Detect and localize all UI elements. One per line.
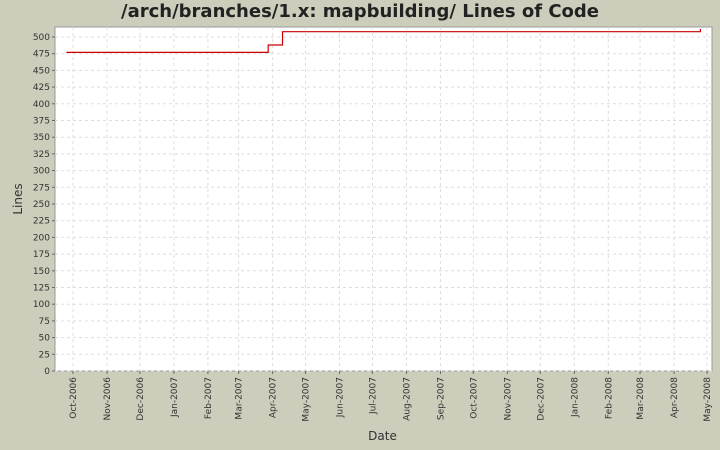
x-tick-label: Jan-2008 bbox=[570, 377, 580, 418]
y-tick-label: 375 bbox=[33, 117, 50, 127]
y-tick-label: 400 bbox=[33, 100, 50, 110]
x-tick-label: Dec-2007 bbox=[536, 377, 546, 421]
y-tick-label: 175 bbox=[33, 250, 50, 260]
y-tick-label: 225 bbox=[33, 217, 50, 227]
x-tick-label: Oct-2007 bbox=[469, 377, 479, 419]
y-tick-label: 275 bbox=[33, 183, 50, 193]
y-axis-label: Lines bbox=[11, 183, 25, 214]
y-tick-label: 75 bbox=[39, 317, 50, 327]
x-tick-label: Jun-2007 bbox=[336, 377, 346, 418]
x-tick-label: Mar-2007 bbox=[235, 377, 245, 420]
y-tick-label: 150 bbox=[33, 267, 50, 277]
y-tick-label: 25 bbox=[39, 350, 50, 360]
y-tick-label: 100 bbox=[33, 300, 50, 310]
x-tick-label: Oct-2006 bbox=[69, 377, 79, 419]
x-tick-label: Jul-2007 bbox=[368, 377, 378, 415]
x-tick-label: May-2007 bbox=[302, 377, 312, 422]
x-tick-label: Feb-2007 bbox=[204, 377, 214, 419]
chart-title: /arch/branches/1.x: mapbuilding/ Lines o… bbox=[121, 1, 599, 22]
y-tick-label: 200 bbox=[33, 233, 50, 243]
x-tick-label: Dec-2006 bbox=[136, 377, 146, 421]
x-axis-label: Date bbox=[368, 429, 397, 443]
y-tick-label: 350 bbox=[33, 133, 50, 143]
plot-area bbox=[54, 26, 713, 372]
x-tick-label: Mar-2008 bbox=[636, 377, 646, 420]
y-tick-label: 325 bbox=[33, 150, 50, 160]
x-tick-label: Jan-2007 bbox=[170, 377, 180, 418]
x-tick-label: Apr-2007 bbox=[269, 377, 279, 418]
x-tick-label: Apr-2008 bbox=[670, 377, 680, 418]
x-tick-label: Nov-2007 bbox=[503, 377, 513, 420]
y-tick-label: 500 bbox=[33, 33, 50, 43]
y-tick-label: 300 bbox=[33, 167, 50, 177]
y-tick-label: 475 bbox=[33, 50, 50, 60]
x-tick-label: Feb-2008 bbox=[604, 377, 614, 419]
y-tick-label: 250 bbox=[33, 200, 50, 210]
x-tick-label: May-2008 bbox=[703, 377, 713, 422]
y-tick-label: 450 bbox=[33, 66, 50, 76]
y-tick-label: 425 bbox=[33, 83, 50, 93]
x-tick-label: Aug-2007 bbox=[402, 377, 412, 421]
x-tick-label: Sep-2007 bbox=[436, 377, 446, 420]
y-tick-label: 0 bbox=[44, 367, 50, 377]
y-tick-label: 50 bbox=[39, 334, 51, 344]
series-line bbox=[66, 29, 702, 54]
y-tick-label: 125 bbox=[33, 284, 50, 294]
x-tick-label: Nov-2006 bbox=[103, 377, 113, 421]
